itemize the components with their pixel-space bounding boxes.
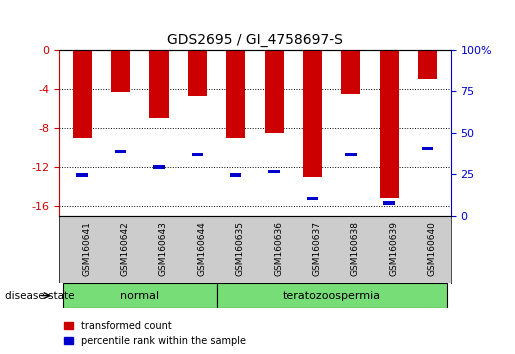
Bar xyxy=(422,147,433,150)
Text: teratozoospermia: teratozoospermia xyxy=(283,291,381,301)
Text: GSM160640: GSM160640 xyxy=(427,221,437,276)
Title: GDS2695 / GI_4758697-S: GDS2695 / GI_4758697-S xyxy=(167,33,343,47)
Text: GSM160639: GSM160639 xyxy=(389,221,398,276)
Bar xyxy=(153,165,165,169)
Bar xyxy=(192,153,203,156)
Text: disease state: disease state xyxy=(5,291,75,301)
Legend: transformed count, percentile rank within the sample: transformed count, percentile rank withi… xyxy=(64,321,246,346)
Bar xyxy=(216,283,447,308)
Text: GSM160638: GSM160638 xyxy=(351,221,360,276)
Bar xyxy=(303,50,322,177)
Bar xyxy=(380,50,399,198)
Text: GSM160643: GSM160643 xyxy=(159,221,168,276)
Bar xyxy=(149,50,168,118)
Bar xyxy=(111,50,130,92)
Text: GSM160636: GSM160636 xyxy=(274,221,283,276)
Text: normal: normal xyxy=(120,291,159,301)
Bar xyxy=(384,201,395,205)
Bar xyxy=(77,173,88,177)
Text: GSM160641: GSM160641 xyxy=(82,221,91,276)
Bar xyxy=(73,50,92,138)
Bar xyxy=(418,50,437,79)
Bar xyxy=(230,173,242,177)
Bar xyxy=(307,196,318,200)
Text: GSM160637: GSM160637 xyxy=(313,221,321,276)
Bar xyxy=(226,50,245,138)
Bar xyxy=(115,150,126,153)
Bar xyxy=(188,50,207,96)
Bar xyxy=(63,283,216,308)
Text: GSM160644: GSM160644 xyxy=(197,221,207,276)
Bar xyxy=(268,170,280,173)
Bar xyxy=(345,153,356,156)
Bar xyxy=(265,50,284,133)
Bar xyxy=(341,50,360,93)
Text: GSM160642: GSM160642 xyxy=(121,221,130,276)
Text: GSM160635: GSM160635 xyxy=(236,221,245,276)
